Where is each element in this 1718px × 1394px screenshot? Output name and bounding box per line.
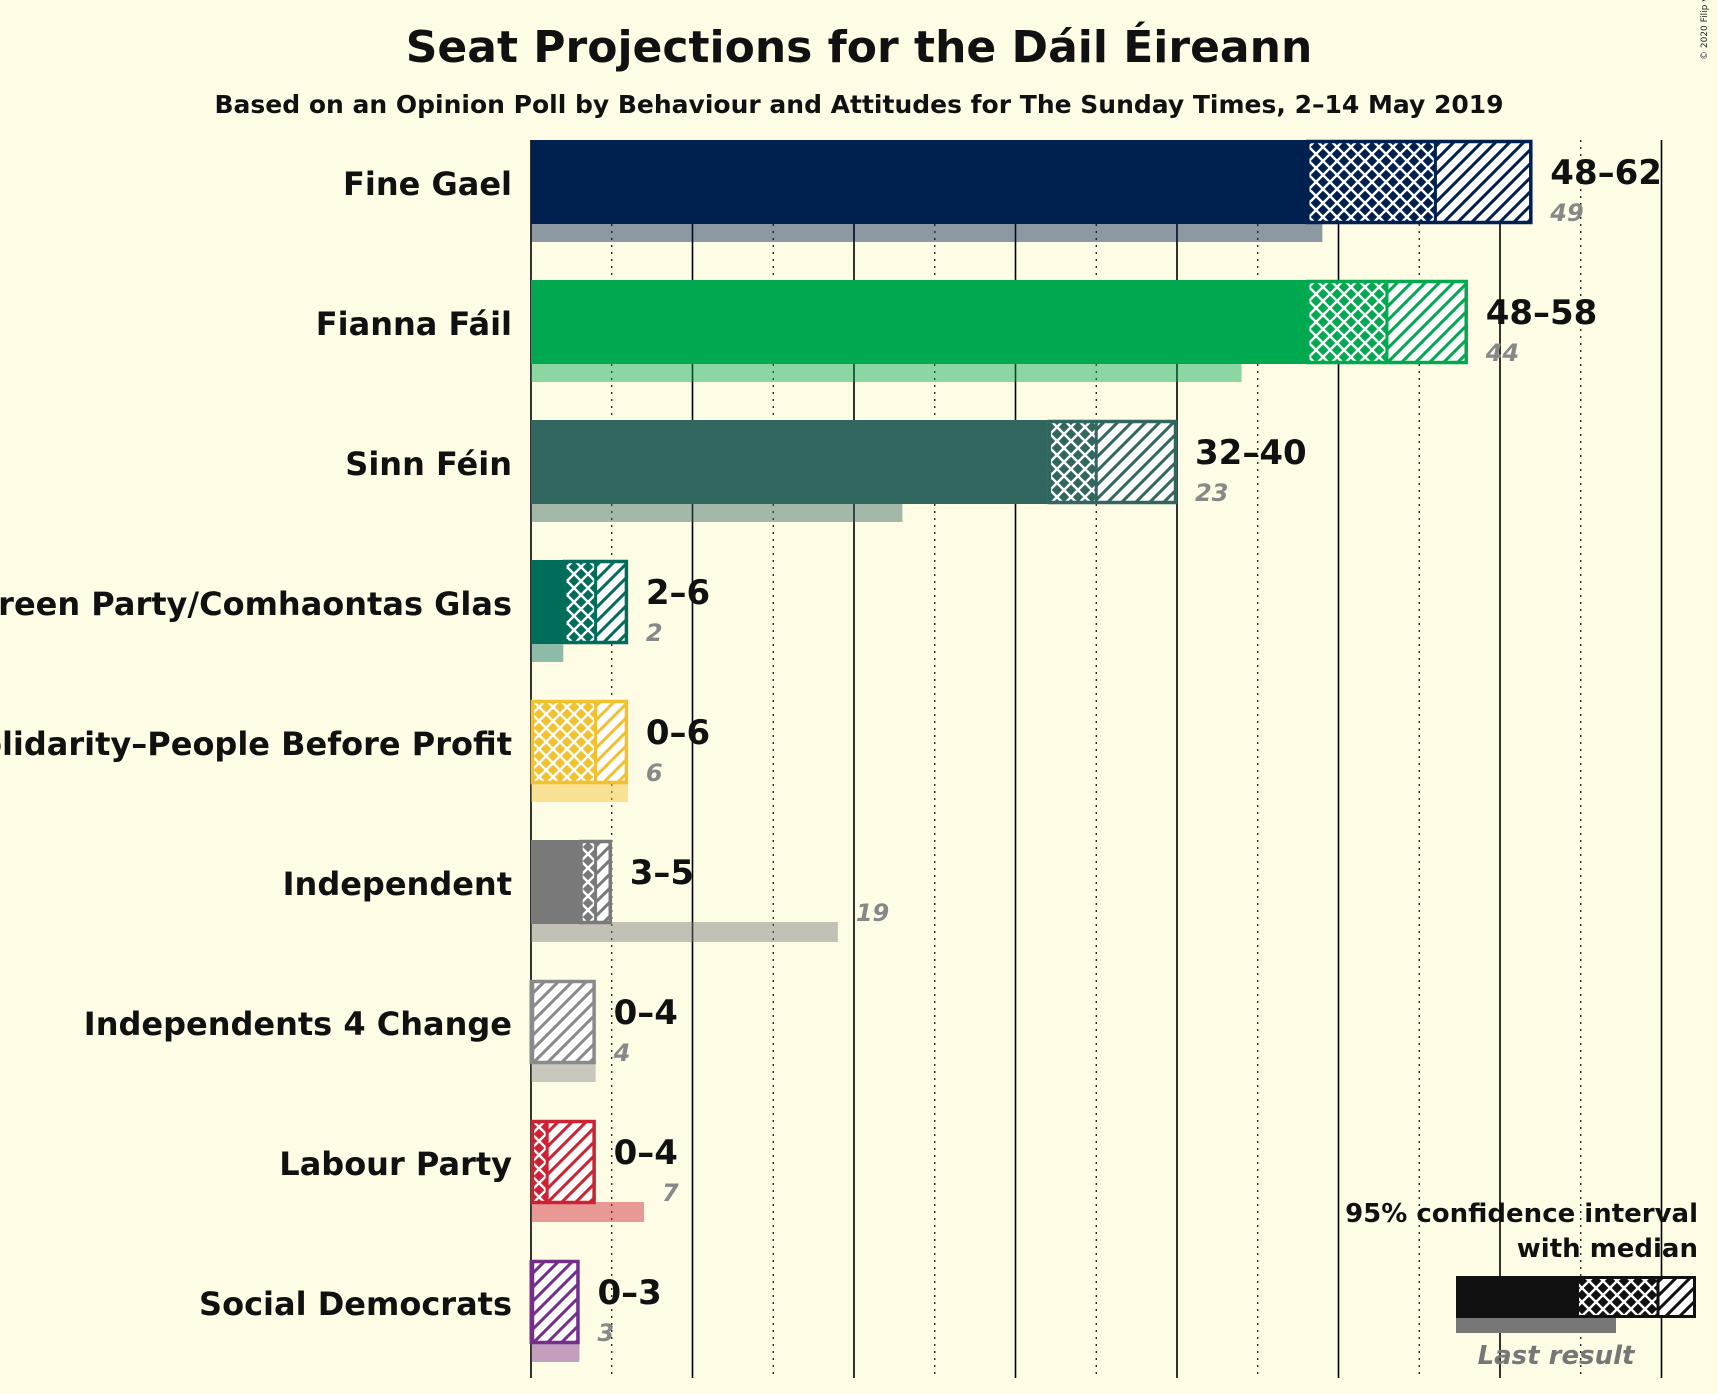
range-label: 0–3 [597,1273,661,1313]
legend-title-line1: 95% confidence interval [1345,1199,1698,1229]
legend-crosshatch-swatch [1576,1276,1658,1318]
last-result-label: 2 [646,619,663,647]
range-label: 48–62 [1550,153,1662,193]
range-label: 32–40 [1195,433,1307,473]
range-label: 3–5 [630,853,694,893]
party-row-independents-4-change: Independents 4 Change 0–4 4 [84,979,678,1082]
last-result-label: 4 [613,1039,631,1067]
ci-outline [579,839,613,925]
last-result-bar [531,1342,580,1362]
party-row-labour-party: Labour Party 0–4 7 [279,1119,679,1222]
legend-hatch-swatch [1658,1276,1696,1318]
ci-upper-half-segment [547,1120,596,1204]
ci-solid-segment [531,420,1048,504]
party-label: Green Party/Comhaontas Glas [0,585,512,623]
party-label: Independent [283,865,512,903]
legend-last-result-swatch [1456,1316,1616,1333]
ci-lower-half-segment [1047,420,1097,504]
party-bars: Fine Gael 48–62 49 Fianna Fáil 48–58 44 Sinn F… [0,139,1662,1362]
chart-subtitle: Based on an Opinion Poll by Behaviour an… [214,90,1504,119]
ci-lower-half-segment [563,560,596,644]
ci-lower-half-segment [531,700,596,784]
range-label: 0–6 [646,713,710,753]
party-row-fine-gael: Fine Gael 48–62 49 [343,139,1662,242]
ci-solid-segment [531,560,564,644]
last-result-label: 44 [1485,339,1519,367]
ci-upper-half-segment [595,700,628,784]
ci-lower-half-segment [1306,280,1387,364]
party-label: Labour Party [279,1145,512,1183]
range-label: 0–4 [614,1133,678,1173]
ci-upper-half-segment [1386,280,1468,364]
party-row-fianna-f-il: Fianna Fáil 48–58 44 [316,279,1598,382]
last-result-bar [531,1062,596,1082]
party-label: Solidarity–People Before Profit [0,725,512,763]
ci-upper-half-segment [1096,420,1177,504]
ci-upper-half-segment [595,560,628,644]
party-row-green-party-comhaontas-glas: Green Party/Comhaontas Glas 2–6 2 [0,559,710,662]
party-row-social-democrats: Social Democrats 0–3 3 [199,1259,662,1362]
ci-lower-half-segment [1306,140,1436,224]
legend-solid-swatch [1456,1276,1576,1318]
range-label: 0–4 [614,993,678,1033]
legend-title-line2: with median [1517,1234,1698,1264]
last-result-label: 3 [597,1319,614,1347]
party-label: Independents 4 Change [84,1005,512,1043]
party-label: Sinn Féin [345,445,512,483]
ci-outline [1305,139,1533,225]
ci-outline [1305,279,1468,365]
ci-upper-half-segment [531,980,596,1064]
ci-lower-half-segment [531,1120,548,1204]
last-result-label: 7 [662,1179,679,1207]
last-result-label: 23 [1195,479,1228,507]
ci-upper-half-segment [531,1260,580,1344]
ci-outline [1047,419,1178,505]
ci-outline [530,979,596,1065]
last-result-bar [531,642,564,662]
ci-solid-segment [531,840,580,924]
ci-upper-half-segment [1435,140,1533,224]
ci-upper-half-segment [595,840,612,924]
last-result-bar [531,362,1242,382]
last-result-bar [531,222,1323,242]
range-label: 2–6 [646,573,710,613]
ci-outline [530,1259,580,1345]
ci-solid-segment [531,280,1307,364]
party-label: Social Democrats [199,1285,512,1323]
range-label: 48–58 [1486,293,1598,333]
last-result-bar [531,922,838,942]
legend-last-result-label: Last result [1478,1341,1636,1371]
party-label: Fine Gael [343,165,512,203]
ci-outline [530,699,629,785]
last-result-label: 19 [856,899,889,927]
party-label: Fianna Fáil [316,305,512,343]
last-result-label: 6 [646,759,663,787]
party-row-solidarity-people-before-profit: Solidarity–People Before Profit 0–6 6 [0,699,710,802]
legend: 95% confidence interval with median Last r… [1345,1199,1698,1371]
last-result-bar [531,502,903,522]
last-result-label: 49 [1549,199,1583,227]
ci-solid-segment [531,140,1307,224]
party-row-sinn-f-in: Sinn Féin 32–40 23 [345,419,1307,522]
party-row-independent: Independent 3–5 19 [283,839,889,942]
legend-outline [1576,1276,1696,1318]
chart-title: Seat Projections for the Dáil Éireann [405,22,1313,73]
last-result-bar [531,782,628,802]
ci-lower-half-segment [579,840,596,924]
last-result-bar [531,1202,645,1222]
ci-outline [530,1119,596,1205]
ci-outline [563,559,629,645]
